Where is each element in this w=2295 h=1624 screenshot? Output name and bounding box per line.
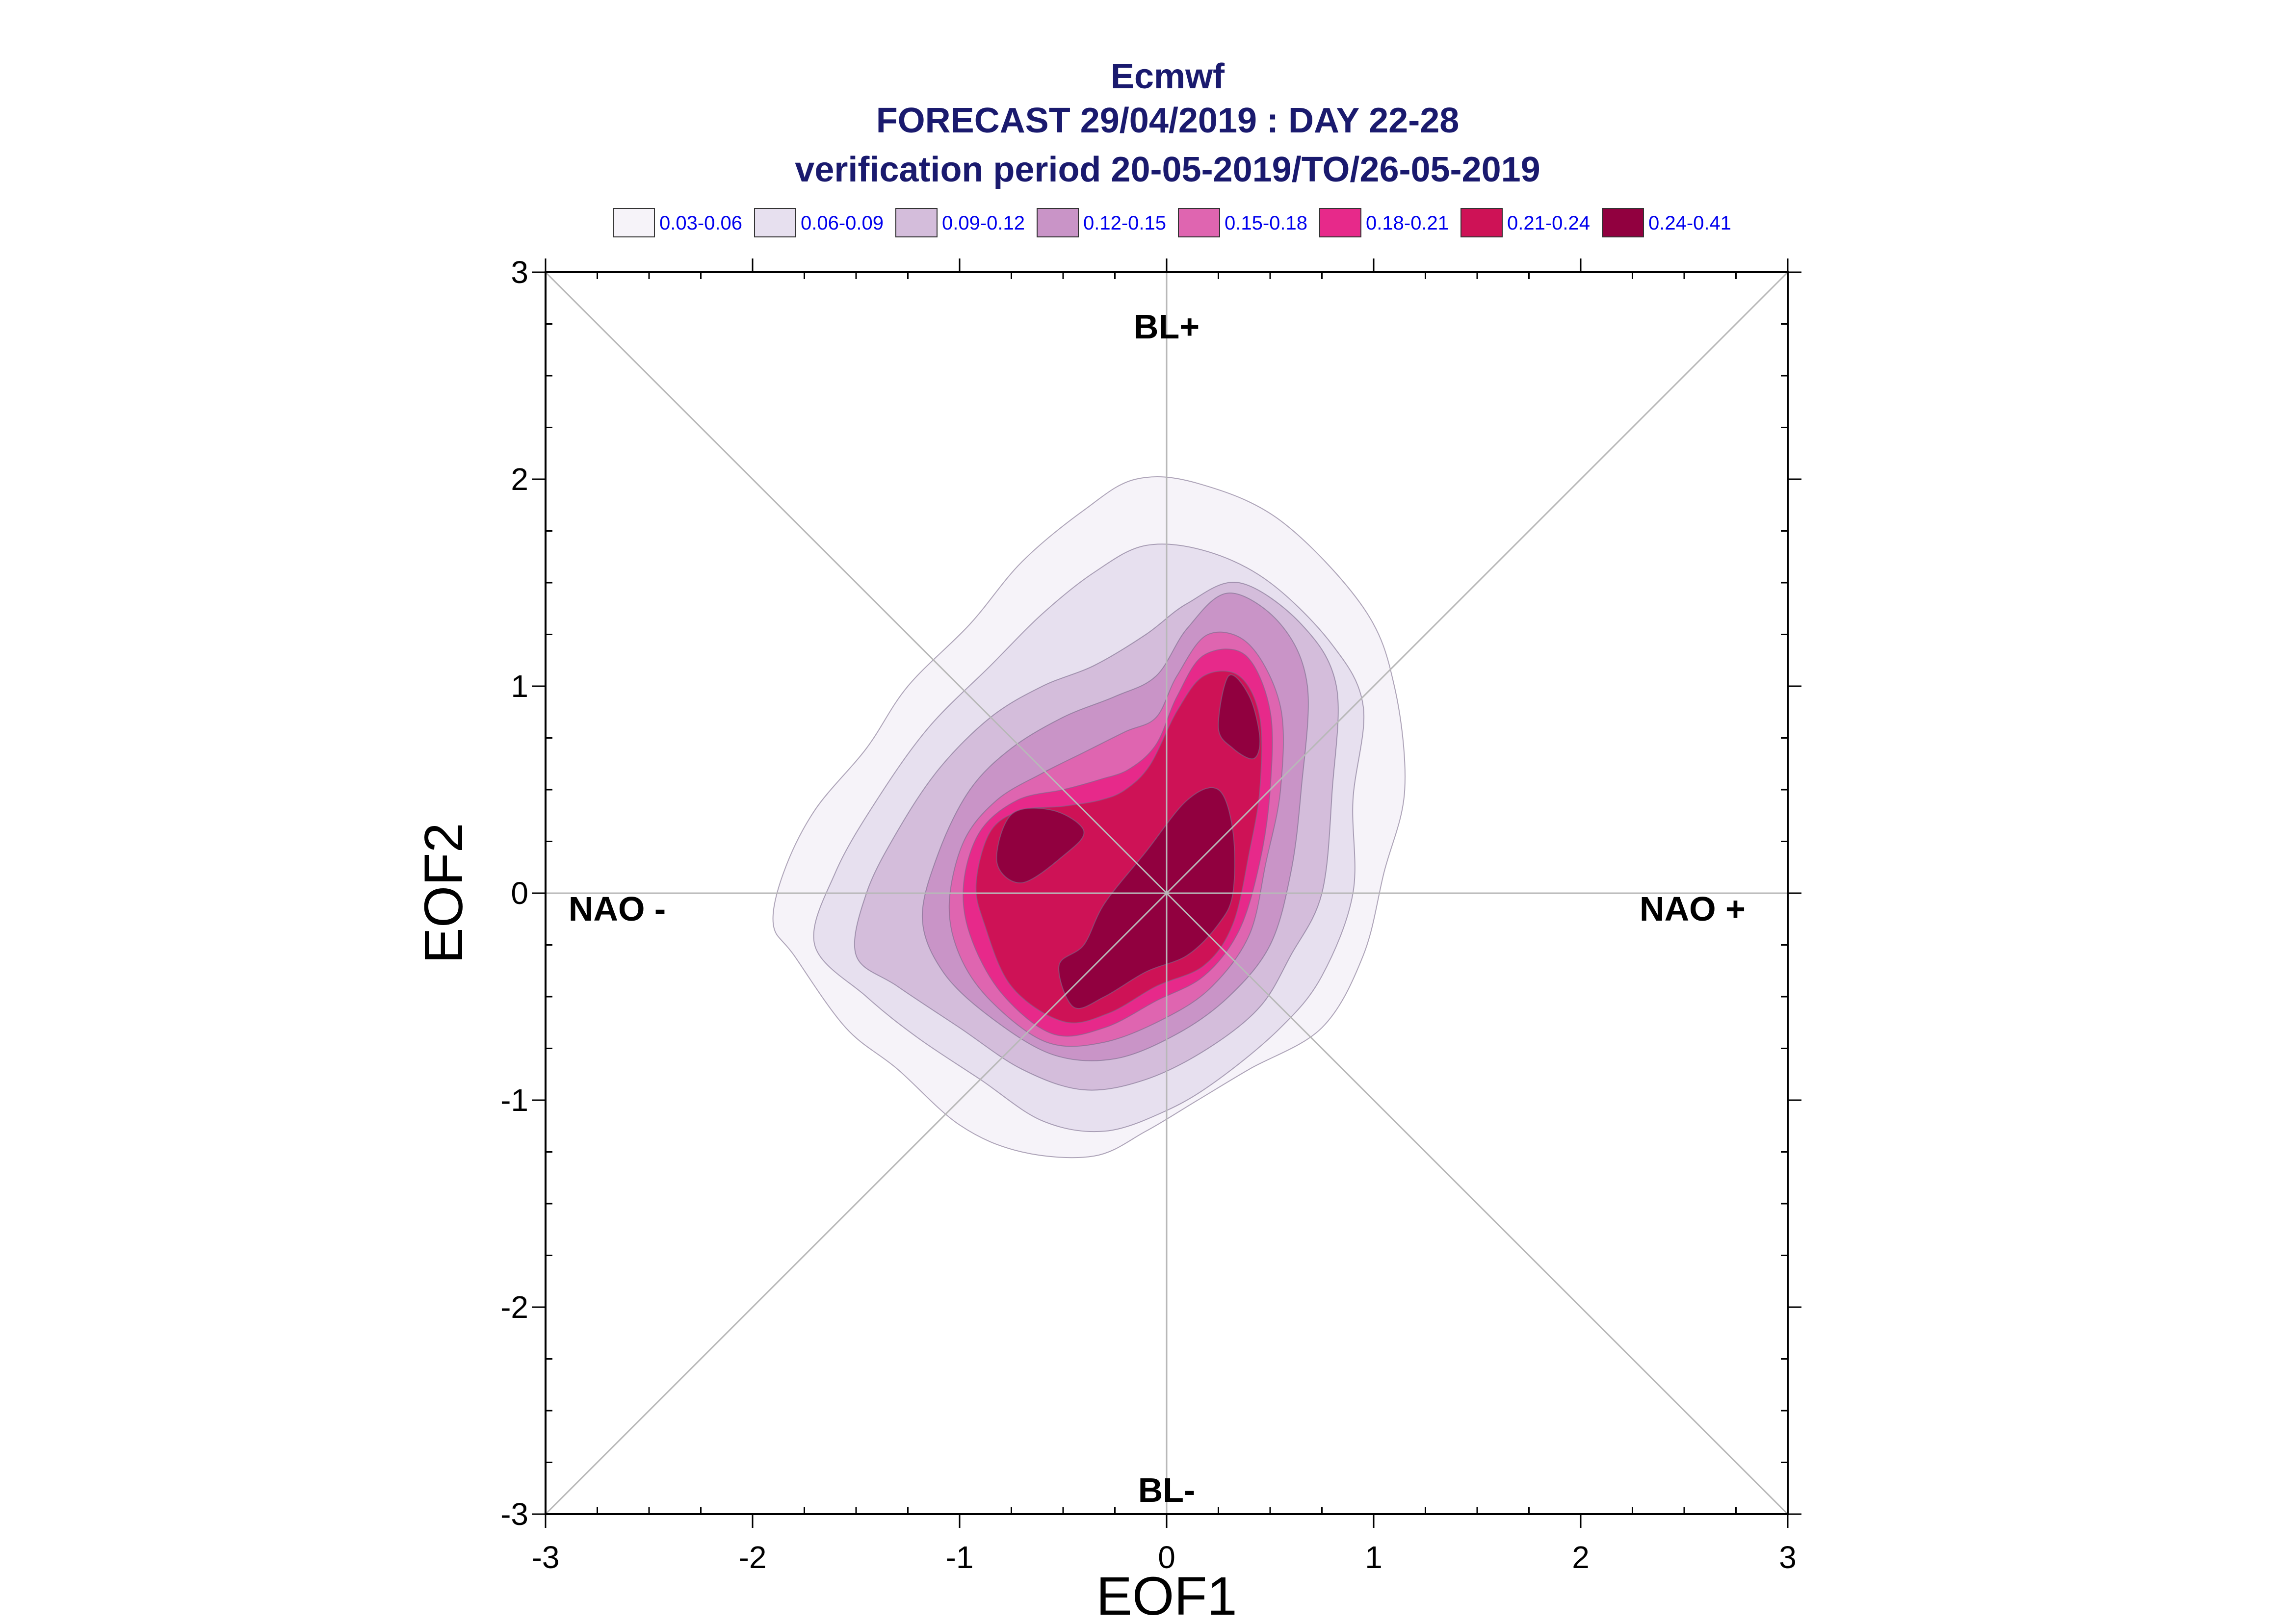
regime-label-right: NAO + (1640, 890, 1746, 928)
regime-label-top: BL+ (1134, 308, 1200, 346)
regime-label-bottom: BL- (1138, 1471, 1196, 1509)
y-tick-label: 3 (511, 255, 528, 290)
x-tick-label: 2 (1572, 1540, 1590, 1575)
x-tick-label: 0 (1158, 1540, 1175, 1575)
y-tick-label: 0 (511, 876, 528, 911)
legend-label: 0.15-0.18 (1225, 212, 1307, 234)
legend: 0.03-0.06 0.06-0.09 0.09-0.12 0.12-0.15 0.15… (613, 208, 1731, 237)
legend-label: 0.12-0.15 (1083, 212, 1166, 234)
legend-swatch (1178, 208, 1220, 237)
y-axis-title: EOF2 (414, 823, 474, 963)
legend-swatch (895, 208, 938, 237)
y-tick-label: 2 (511, 462, 528, 497)
legend-swatch (1037, 208, 1079, 237)
tick-labels: -3 -2 -1 0 1 2 3 -3 -2 -1 0 1 2 3 (500, 255, 1797, 1575)
legend-swatch (1460, 208, 1503, 237)
legend-swatch (754, 208, 796, 237)
x-tick-label: 3 (1779, 1540, 1797, 1575)
contour-0.24-0.41-7 (996, 807, 1085, 883)
chart-title-line-2: FORECAST 29/04/2019 : DAY 22-28 (876, 101, 1460, 140)
reference-lines (545, 271, 1789, 1515)
y-tick-label: -2 (500, 1289, 528, 1325)
x-tick-label: -2 (739, 1540, 767, 1575)
regime-label-left: NAO - (569, 890, 666, 928)
y-tick-label: -1 (500, 1083, 528, 1118)
chart-title-line-3: verification period 20-05-2019/TO/26-05-… (795, 150, 1540, 189)
legend-swatch (1319, 208, 1361, 237)
chart-title-line-1: Ecmwf (1111, 57, 1225, 96)
legend-label: 0.24-0.41 (1648, 212, 1731, 234)
contour-0.24-0.41-8 (1058, 787, 1235, 1009)
legend-label: 0.18-0.21 (1366, 212, 1449, 234)
x-tick-label: 1 (1365, 1540, 1382, 1575)
x-axis-title: EOF1 (1096, 1566, 1237, 1624)
legend-label: 0.09-0.12 (942, 212, 1025, 234)
y-tick-label: -3 (500, 1496, 528, 1532)
contour-0.24-0.41-9 (1218, 674, 1261, 760)
legend-label: 0.03-0.06 (659, 212, 742, 234)
y-tick-label: 1 (511, 669, 528, 704)
legend-label: 0.21-0.24 (1507, 212, 1590, 234)
axis-ticks (532, 258, 1801, 1528)
legend-swatch (613, 208, 655, 237)
x-tick-label: -3 (532, 1540, 560, 1575)
x-tick-label: -1 (946, 1540, 974, 1575)
legend-swatch (1602, 208, 1644, 237)
density-contours (772, 476, 1406, 1159)
legend-label: 0.06-0.09 (801, 212, 884, 234)
